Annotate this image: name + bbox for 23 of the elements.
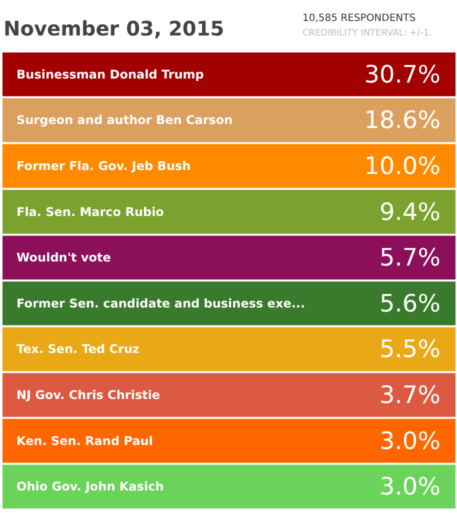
category-label: Fla. Sen. Marco Rubio	[16, 204, 164, 219]
data-label: 3.0%	[380, 472, 441, 501]
data-label: 5.5%	[380, 335, 441, 364]
category-label: Former Sen. candidate and business exe...	[16, 296, 306, 310]
text: CREDIBILITY INTERVAL: +/-1.	[302, 28, 432, 38]
data-label: 10.0%	[364, 152, 441, 180]
data-label: 18.6%	[364, 106, 441, 134]
category-label: Tex. Sen. Ted Cruz	[16, 342, 140, 356]
category-label: Surgeon and author Ben Carson	[16, 113, 233, 128]
text: 10,585 RESPONDENTS	[302, 13, 416, 24]
data-label: 3.7%	[380, 381, 441, 409]
category-label: Wouldn't vote	[16, 250, 111, 265]
data-label: 9.4%	[380, 198, 441, 226]
data-label: 30.7%	[364, 60, 441, 88]
data-label: 5.7%	[380, 244, 441, 272]
category-label: Ohio Gov. John Kasich	[16, 480, 164, 494]
category-label: Former Fla. Gov. Jeb Bush	[16, 159, 191, 173]
category-label: Ken. Sen. Rand Paul	[16, 434, 153, 448]
data-label: 5.6%	[380, 289, 441, 318]
text: November 03, 2015	[4, 16, 224, 40]
category-label: Businessman Donald Trump	[16, 67, 204, 82]
data-label: 3.0%	[380, 426, 441, 455]
category-label: NJ Gov. Chris Christie	[16, 388, 160, 402]
